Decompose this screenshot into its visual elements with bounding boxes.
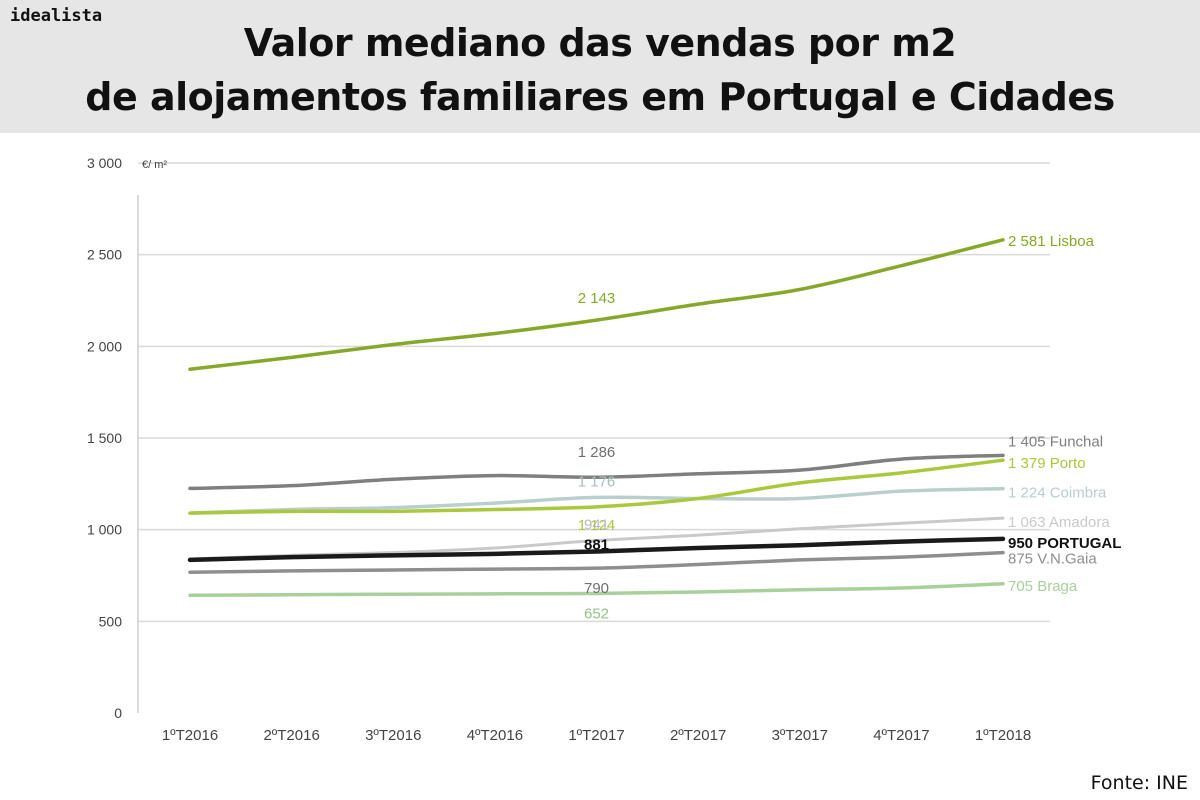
- x-tick-label: 2ºT2016: [263, 727, 319, 744]
- x-tick-label: 1ºT2017: [568, 727, 624, 744]
- mid-label-v-n-gaia: 790: [584, 580, 609, 597]
- x-tick-label: 2ºT2017: [670, 727, 726, 744]
- mid-label-portugal: 881: [584, 536, 609, 553]
- series-line-braga: [188, 582, 1005, 598]
- mid-label-braga: 652: [584, 605, 609, 622]
- series-lines: [187, 238, 1006, 598]
- end-label-coimbra: 1 224 Coimbra: [1008, 485, 1107, 502]
- y-tick-label: 1 000: [87, 522, 122, 538]
- end-label-v-n-gaia: 875 V.N.Gaia: [1008, 551, 1097, 568]
- unit-label: €/ m²: [142, 159, 167, 171]
- chart-title-line-1: Valor mediano das vendas por m2: [243, 21, 957, 65]
- end-label-porto: 1 379 Porto: [1008, 455, 1086, 472]
- series-line-portugal: [187, 536, 1006, 563]
- mid-label-amadora: 941: [584, 516, 609, 533]
- series-line-funchal: [188, 453, 1005, 491]
- end-label-funchal: 1 405 Funchal: [1008, 433, 1103, 450]
- end-label-lisboa: 2 581 Lisboa: [1008, 233, 1095, 250]
- y-tick-label: 3 000: [87, 155, 122, 171]
- x-tick-label: 1ºT2016: [162, 727, 218, 744]
- mid-label-porto: 1 124: [578, 517, 616, 534]
- header-band: idealista Valor mediano das vendas por m…: [0, 0, 1200, 133]
- x-tick-labels: 1ºT2016 2ºT2016 3ºT2016 4ºT2016 1ºT2017 2ºT20…: [162, 727, 1031, 744]
- series-line-porto: [188, 458, 1005, 515]
- y-tick-label: 2 500: [87, 247, 122, 263]
- mid-label-lisboa: 2 143: [578, 290, 616, 307]
- source-note: Fonte: INE: [1090, 772, 1188, 794]
- x-tick-label: 4ºT2017: [873, 727, 929, 744]
- series-line-lisboa: [188, 238, 1005, 371]
- brand-logo: idealista: [10, 6, 103, 26]
- y-tick-label: 2 000: [87, 338, 122, 354]
- end-label-amadora: 1 063 Amadora: [1008, 514, 1110, 531]
- mid-label-coimbra: 1 176: [578, 473, 616, 490]
- y-tick-label: 0: [114, 705, 122, 721]
- chart-title-line-2: de alojamentos familiares em Portugal e …: [85, 75, 1115, 119]
- x-tick-label: 1ºT2018: [975, 727, 1031, 744]
- chart-title: Valor mediano das vendas por m2 de aloja…: [0, 16, 1200, 124]
- grid-lines: [138, 162, 1050, 623]
- y-tick-label: 1 500: [87, 430, 122, 446]
- end-label-braga: 705 Braga: [1008, 578, 1078, 595]
- x-tick-label: 3ºT2016: [365, 727, 421, 744]
- series-line-coimbra: [188, 486, 1005, 515]
- x-tick-label: 4ºT2016: [467, 727, 523, 744]
- y-tick-labels: 0 500 1 000 1 500 2 000 2 500 3 000: [87, 155, 122, 721]
- x-tick-label: 3ºT2017: [772, 727, 828, 744]
- line-chart: 0 500 1 000 1 500 2 000 2 500 3 000 €/ m² 1ºT2…: [87, 155, 1122, 744]
- data-labels: 2 581 Lisboa 2 143 1 405 Funchal 1 286 1 379…: [578, 233, 1122, 623]
- y-tick-label: 500: [99, 613, 123, 629]
- mid-label-funchal: 1 286: [578, 444, 616, 461]
- series-line-v-n-gaia: [188, 550, 1005, 574]
- end-label-portugal: 950 PORTUGAL: [1008, 535, 1121, 552]
